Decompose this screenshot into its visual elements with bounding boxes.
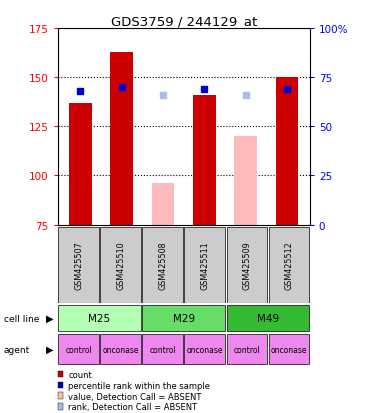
Text: count: count [68,370,92,379]
Bar [142,306,225,331]
Text: onconase: onconase [102,345,139,354]
Text: ▶: ▶ [46,344,54,354]
Bar [101,228,141,303]
Text: M29: M29 [173,313,195,323]
Text: control: control [149,345,176,354]
Text: GSM425509: GSM425509 [242,241,251,290]
Text: onconase: onconase [186,345,223,354]
Bar [269,228,309,303]
Bar [227,335,267,364]
Bar [101,335,141,364]
Bar [184,335,225,364]
Text: onconase: onconase [270,345,307,354]
Text: GSM425507: GSM425507 [74,241,83,290]
Bar [184,228,225,303]
Bar [110,52,133,225]
Text: M25: M25 [89,313,111,323]
Bar [269,335,309,364]
Bar [227,306,309,331]
Text: cell line: cell line [4,314,39,323]
Text: value, Detection Call = ABSENT: value, Detection Call = ABSENT [68,392,202,401]
Bar [69,104,92,225]
Text: ▶: ▶ [46,313,54,323]
Bar [227,228,267,303]
Text: GSM425510: GSM425510 [116,241,125,290]
Bar [193,96,216,225]
Bar [234,137,257,225]
Bar [58,228,99,303]
Bar [58,335,99,364]
Text: control: control [65,345,92,354]
Bar [142,228,183,303]
Bar [142,335,183,364]
Bar [58,306,141,331]
Text: percentile rank within the sample: percentile rank within the sample [68,381,210,390]
Text: agent: agent [4,345,30,354]
Text: GSM425512: GSM425512 [284,241,293,290]
Text: rank, Detection Call = ABSENT: rank, Detection Call = ABSENT [68,402,197,411]
Bar [152,184,174,225]
Text: control: control [233,345,260,354]
Text: GSM425508: GSM425508 [158,241,167,290]
Text: M49: M49 [257,313,279,323]
Text: GSM425511: GSM425511 [200,241,209,290]
Bar [276,78,298,225]
Title: GDS3759 / 244129_at: GDS3759 / 244129_at [111,15,257,28]
